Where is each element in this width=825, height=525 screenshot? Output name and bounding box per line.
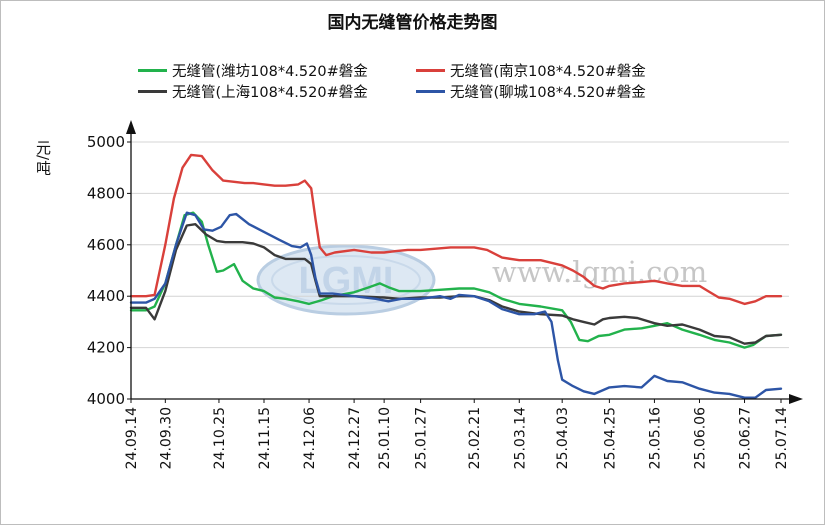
series-line-2 xyxy=(129,222,783,345)
x-tick-label: 25.05.16 xyxy=(647,407,663,469)
x-tick-label: 25.04.03 xyxy=(555,407,571,469)
y-tick-label: 4000 xyxy=(87,390,125,408)
x-tick-label: 25.01.10 xyxy=(377,407,393,469)
tick-labels: 4000 4200 4400 4600 4800 5000 24.09.14 24.09.30… xyxy=(87,133,790,469)
legend-label-shanghai: 无缝管(上海108*4.520#磐金 xyxy=(172,85,368,101)
x-axis-arrow-icon xyxy=(789,394,803,404)
x-tick-label: 25.04.25 xyxy=(602,407,618,469)
series-line-3 xyxy=(129,211,783,399)
x-tick-label: 25.03.14 xyxy=(512,407,528,469)
legend-swatch-shanghai xyxy=(138,89,167,93)
legend-swatch-nanjing xyxy=(416,68,445,72)
x-tick-label: 25.06.06 xyxy=(692,407,708,469)
legend-item-liaocheng: 无缝管(聊城108*4.520#磐金 xyxy=(416,83,646,103)
y-tick-label: 4600 xyxy=(87,236,125,254)
chart-legend: 无缝管(潍坊108*4.520#磐金 无缝管(南京108*4.520#磐金 无缝… xyxy=(0,60,825,104)
series-line-1 xyxy=(129,153,783,306)
axes xyxy=(126,120,803,404)
x-tick-label: 25.02.21 xyxy=(467,407,483,469)
x-tick-label: 24.10.25 xyxy=(212,407,228,469)
legend-label-weifang: 无缝管(潍坊108*4.520#磐金 xyxy=(172,64,368,80)
y-tick-label: 4800 xyxy=(87,184,125,202)
x-tick-label: 25.07.14 xyxy=(774,407,790,469)
series-lines xyxy=(129,153,783,399)
legend-item-nanjing: 无缝管(南京108*4.520#磐金 xyxy=(416,62,646,82)
y-tick-label: 4400 xyxy=(87,287,125,305)
x-tick-label: 24.09.14 xyxy=(124,407,140,469)
legend-swatch-liaocheng xyxy=(416,89,445,93)
logo-inner-ring xyxy=(271,255,421,305)
legend-item-shanghai: 无缝管(上海108*4.520#磐金 xyxy=(138,83,368,103)
series-line-0 xyxy=(129,211,783,349)
legend-item-weifang: 无缝管(潍坊108*4.520#磐金 xyxy=(138,62,368,82)
legend-swatch-weifang xyxy=(138,68,167,72)
x-tick-label: 24.12.06 xyxy=(302,407,318,469)
x-tick-label: 24.11.15 xyxy=(257,407,273,469)
legend-label-nanjing: 无缝管(南京108*4.520#磐金 xyxy=(450,64,646,80)
y-axis-label: 元/吨 xyxy=(34,140,52,176)
legend-label-liaocheng: 无缝管(聊城108*4.520#磐金 xyxy=(450,85,646,101)
chart-title: 国内无缝管价格走势图 xyxy=(327,13,498,33)
x-tick-label: 25.01.27 xyxy=(414,407,430,469)
y-tick-label: 5000 xyxy=(87,133,125,151)
x-tick-label: 24.09.30 xyxy=(158,407,174,469)
y-axis-arrow-icon xyxy=(126,120,136,134)
x-tick-label: 24.12.27 xyxy=(347,407,363,469)
x-tick-label: 25.06.27 xyxy=(738,407,754,469)
y-tick-label: 4200 xyxy=(87,339,125,357)
